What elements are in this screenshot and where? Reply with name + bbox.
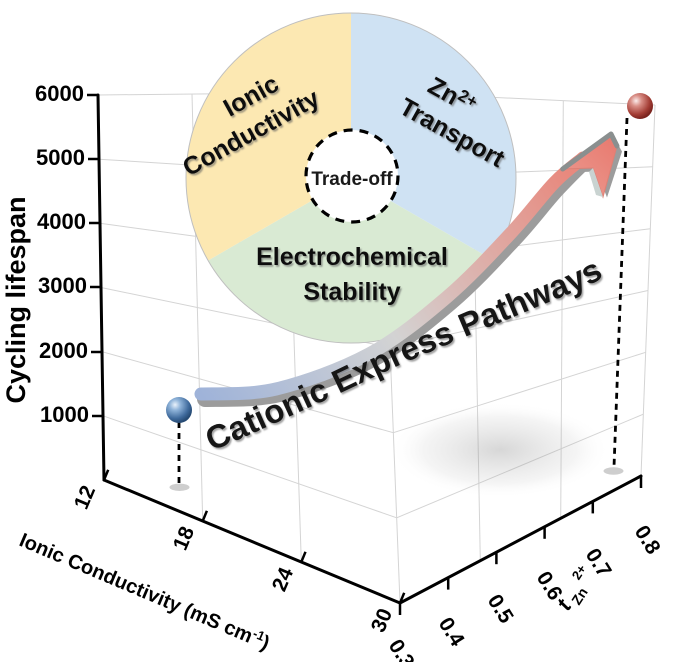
svg-text:0.5: 0.5 [483, 590, 518, 627]
svg-text:6000: 6000 [35, 81, 84, 106]
svg-text:1000: 1000 [40, 402, 89, 427]
svg-text:5000: 5000 [36, 145, 85, 170]
svg-text:18: 18 [169, 523, 199, 554]
svg-text:4000: 4000 [37, 209, 86, 234]
svg-text:12: 12 [70, 482, 100, 512]
svg-text:Cycling lifespan: Cycling lifespan [1, 196, 31, 403]
svg-text:2000: 2000 [39, 338, 88, 363]
svg-text:30: 30 [367, 605, 397, 635]
svg-text:0.7: 0.7 [581, 544, 616, 581]
svg-text:0.6: 0.6 [532, 567, 567, 604]
svg-text:0.4: 0.4 [434, 613, 469, 650]
svg-text:Stability: Stability [303, 278, 400, 306]
svg-text:24: 24 [268, 564, 298, 595]
svg-text:Trade-off: Trade-off [311, 169, 393, 190]
svg-text:0.8: 0.8 [630, 521, 665, 558]
svg-text:Electrochemical: Electrochemical [256, 243, 448, 271]
svg-text:3000: 3000 [38, 273, 87, 298]
svg-text:0.3: 0.3 [384, 635, 419, 662]
svg-text:Zn: Zn [568, 585, 591, 608]
svg-text:Ionic Conductivity (mS cm-1): Ionic Conductivity (mS cm-1) [16, 528, 273, 655]
